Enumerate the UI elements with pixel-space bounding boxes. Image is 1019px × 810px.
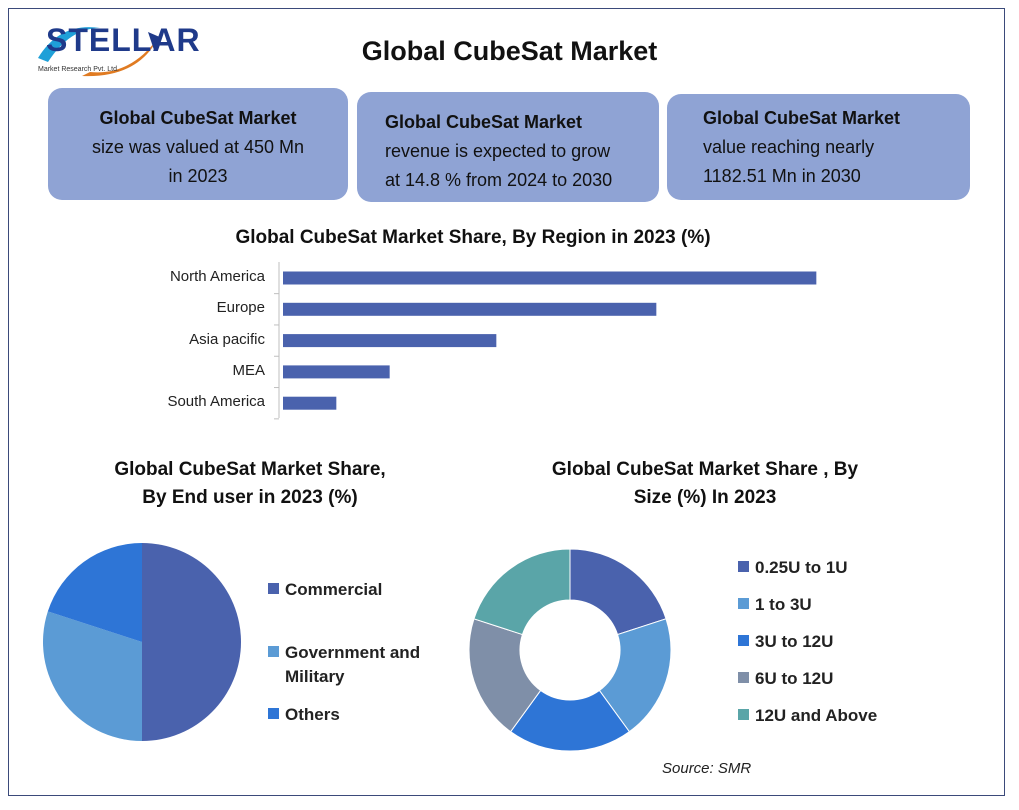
region-bar	[283, 271, 817, 285]
legend-label: 12U and Above	[755, 706, 878, 725]
card-heading: Global CubeSat Market	[99, 108, 297, 128]
size-donut-slice	[468, 618, 542, 733]
size-donut-slice	[569, 548, 667, 636]
region-bar-label: Asia pacific	[189, 330, 265, 348]
legend-swatch	[738, 635, 749, 646]
size-title-line-1: Global CubeSat Market Share , By	[551, 459, 859, 480]
region-bar-label: North America	[169, 268, 265, 285]
card-line: 1182.51 Mn in 2030	[703, 166, 861, 186]
region-bar-label: South America	[167, 393, 265, 411]
region-bar	[283, 365, 390, 379]
size-title-line-2: Size (%) In 2023	[633, 487, 777, 508]
enduser-title-line-2: By End user in 2023 (%)	[142, 487, 358, 508]
region-bar	[283, 302, 657, 316]
size-donut-chart	[468, 548, 672, 752]
card-line: value reaching nearly	[703, 137, 875, 157]
size-donut-slice	[598, 618, 672, 733]
legend-label: 1 to 3U	[755, 595, 812, 614]
region-bar-chart	[274, 262, 817, 420]
region-bar	[283, 334, 497, 348]
legend-label: 6U to 12U	[755, 669, 834, 688]
legend-swatch	[268, 583, 279, 594]
legend-label-continued: Military	[285, 667, 345, 686]
legend-swatch	[738, 561, 749, 572]
size-chart-title: Global CubeSat Market Share , By Size (%…	[505, 456, 905, 512]
region-bar-label: MEA	[232, 361, 265, 379]
size-donut-slice	[473, 548, 571, 636]
size-donut-slice	[509, 689, 631, 752]
enduser-legend-item: Others	[268, 703, 340, 727]
legend-label: Commercial	[285, 580, 383, 599]
enduser-legend-item: Commercial	[268, 578, 382, 602]
enduser-title-line-1: Global CubeSat Market Share,	[114, 459, 386, 480]
card-line: at 14.8 % from 2024 to 2030	[385, 170, 613, 190]
size-legend-item: 1 to 3U	[738, 593, 812, 617]
stat-card-size: Global CubeSat Market size was valued at…	[48, 88, 348, 200]
enduser-pie-slice	[42, 611, 143, 741]
card-line: revenue is expected to grow	[385, 141, 611, 161]
stat-card-growth: Global CubeSat Market revenue is expecte…	[357, 92, 659, 202]
enduser-pie-slice	[47, 543, 142, 642]
card-line: size was valued at 450 Mn	[91, 137, 305, 157]
logo-swoosh-icon	[38, 27, 162, 77]
enduser-legend-item: Government and Military	[268, 641, 420, 689]
legend-swatch	[738, 672, 749, 683]
enduser-pie-slice	[142, 543, 241, 741]
legend-swatch	[268, 646, 279, 657]
legend-label: Government and	[285, 643, 421, 662]
infographic-frame	[8, 8, 1005, 796]
enduser-pie-chart	[42, 543, 241, 741]
region-chart-title: Global CubeSat Market Share, By Region i…	[235, 227, 711, 248]
card-heading: Global CubeSat Market	[385, 112, 583, 132]
legend-swatch	[738, 709, 749, 720]
page-title: Global CubeSat Market	[361, 36, 658, 66]
logo-name: STELLAR	[46, 22, 201, 58]
stat-card-forecast: Global CubeSat Market value reaching nea…	[667, 94, 970, 200]
card-line: in 2023	[168, 166, 228, 186]
legend-swatch	[268, 708, 279, 719]
region-bar	[283, 396, 337, 410]
legend-label: 0.25U to 1U	[755, 558, 848, 577]
legend-swatch	[738, 598, 749, 609]
legend-label: Others	[285, 705, 340, 724]
source-note: Source: SMR	[662, 760, 752, 777]
size-legend-item: 12U and Above	[738, 704, 877, 728]
size-legend-item: 3U to 12U	[738, 630, 833, 654]
legend-label: 3U to 12U	[755, 632, 834, 651]
card-heading: Global CubeSat Market	[703, 108, 901, 128]
logo-subtitle: Market Research Pvt. Ltd.	[38, 66, 119, 73]
enduser-chart-title: Global CubeSat Market Share, By End user…	[60, 456, 440, 512]
size-legend-item: 0.25U to 1U	[738, 556, 848, 580]
size-legend-item: 6U to 12U	[738, 667, 833, 691]
region-bar-label: Europe	[216, 299, 265, 317]
